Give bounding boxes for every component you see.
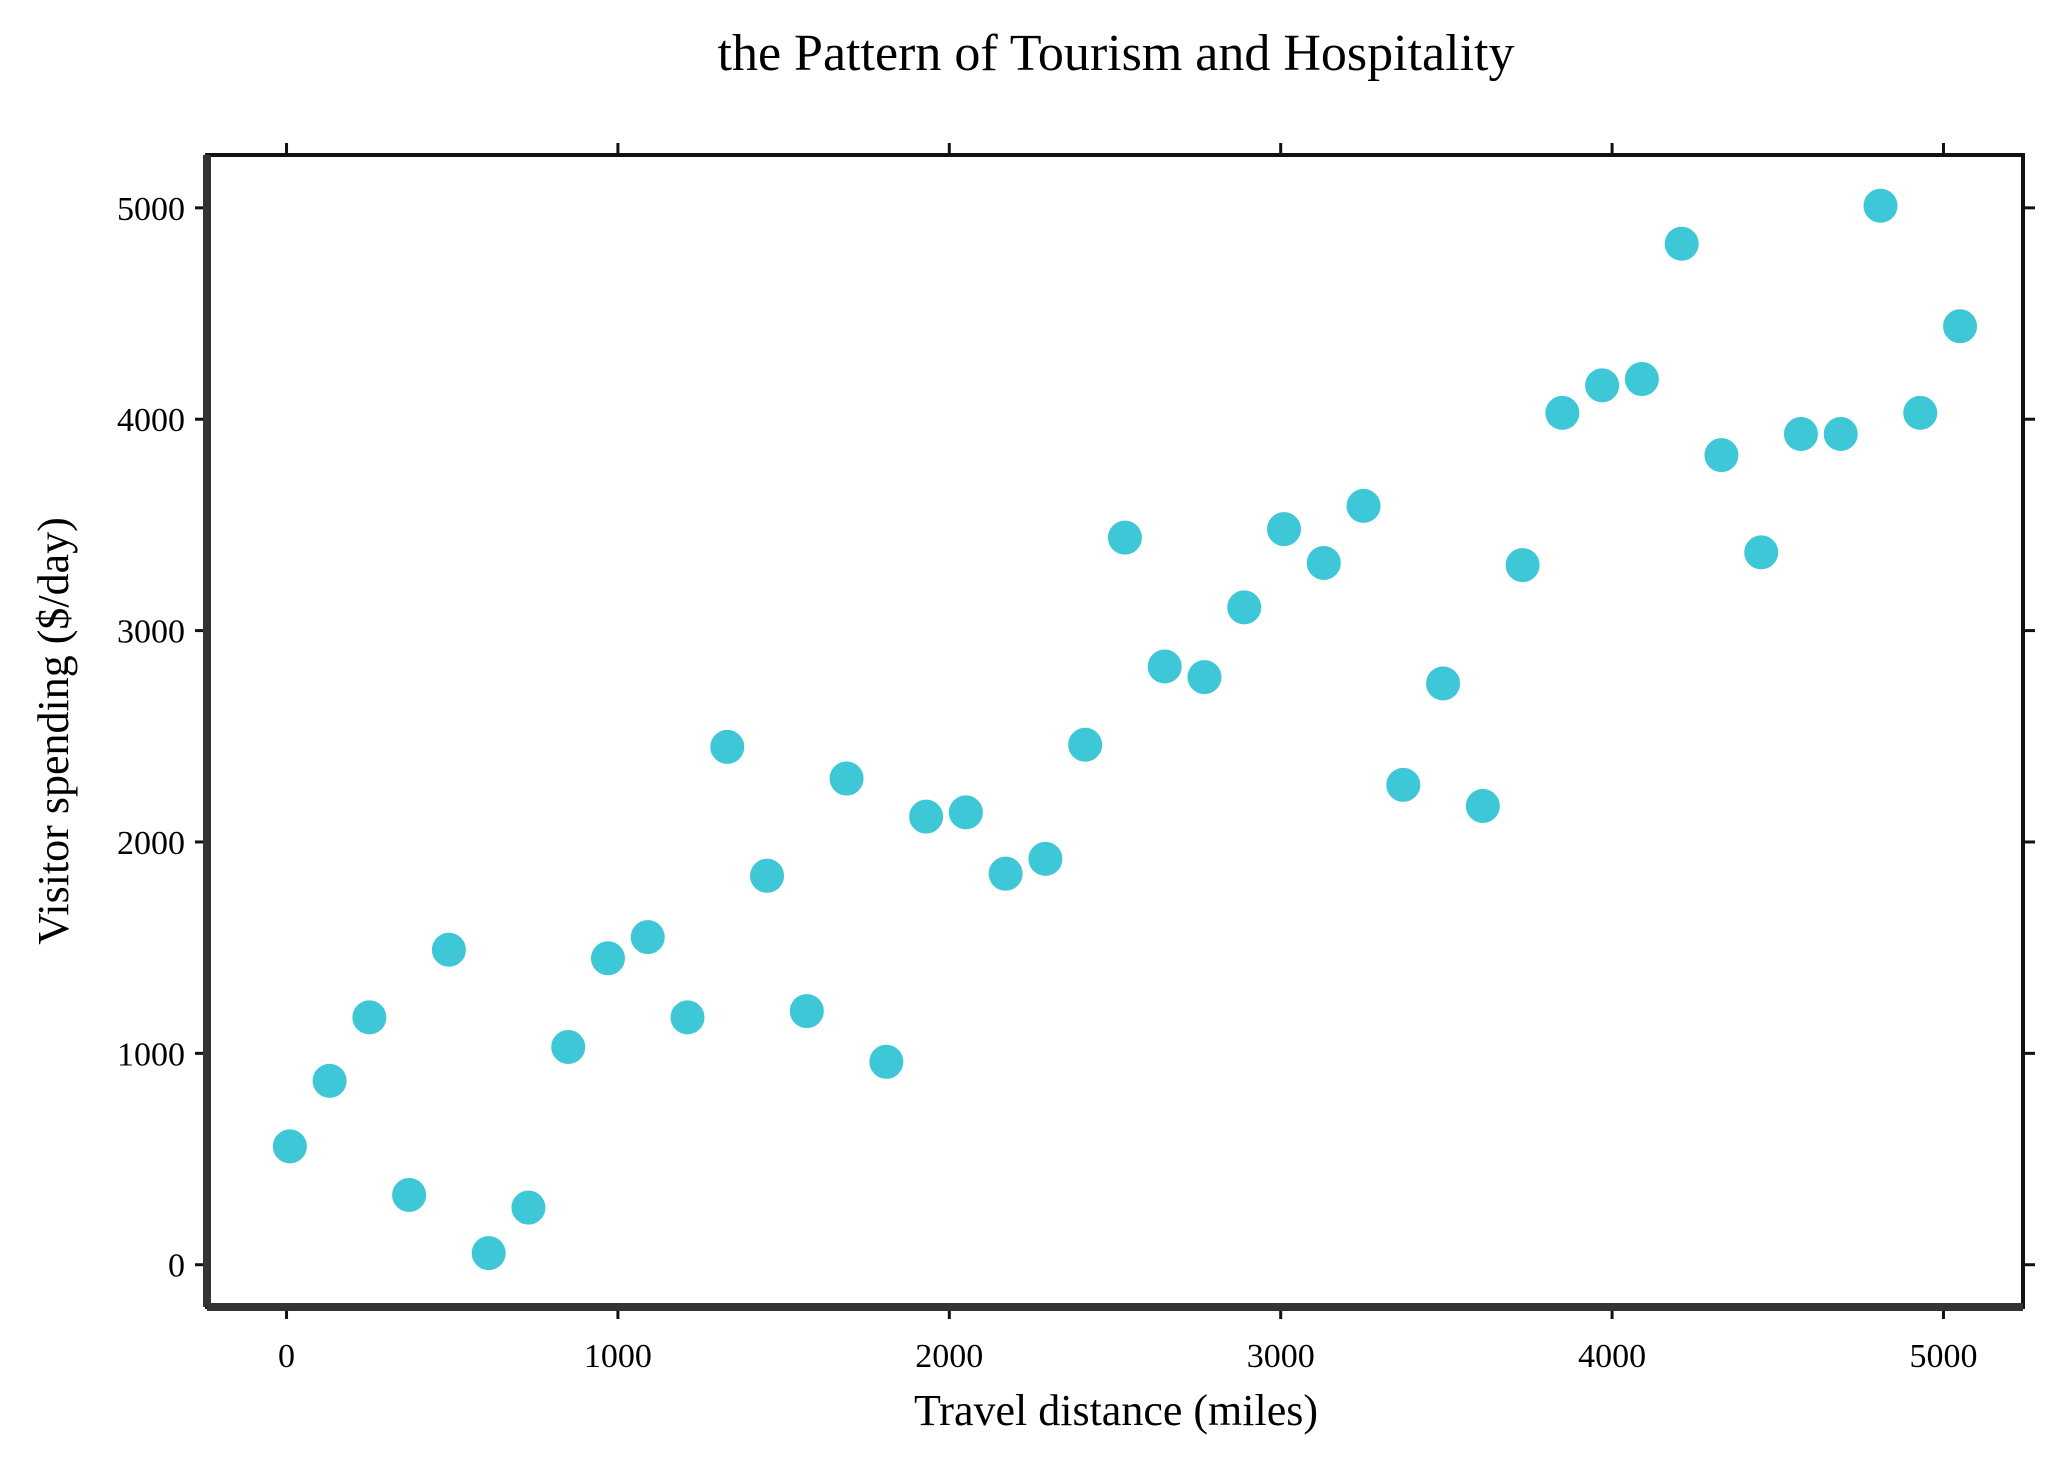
x-tick-label: 3000 (1247, 1338, 1315, 1375)
scatter-point (1943, 309, 1978, 344)
scatter-point (590, 941, 625, 976)
scatter-point (1306, 545, 1341, 580)
y-tick-label: 1000 (117, 1036, 185, 1073)
x-tick-label: 1000 (584, 1338, 652, 1375)
scatter-point (1704, 438, 1739, 473)
scatter-point (869, 1044, 904, 1079)
scatter-point (909, 799, 944, 834)
scatter-point (829, 761, 864, 796)
scatter-point (272, 1129, 307, 1164)
scatter-point (392, 1177, 427, 1212)
scatter-point (1227, 590, 1262, 625)
scatter-point (1505, 548, 1540, 583)
scatter-point (948, 795, 983, 830)
scatter-point (1068, 727, 1103, 762)
scatter-point (1465, 789, 1500, 824)
scatter-point (1783, 417, 1818, 452)
scatter-point (670, 1000, 705, 1035)
scatter-point (1346, 488, 1381, 523)
scatter-point (789, 994, 824, 1029)
y-tick-label: 4000 (117, 402, 185, 439)
y-tick-label: 5000 (117, 191, 185, 228)
scatter-point (750, 858, 785, 893)
scatter-point (1147, 649, 1182, 684)
x-tick-label: 5000 (1909, 1338, 1977, 1375)
scatter-point (1545, 395, 1580, 430)
scatter-point (1187, 660, 1222, 695)
x-tick-label: 2000 (915, 1338, 983, 1375)
chart-title: the Pattern of Tourism and Hospitality (718, 25, 1515, 82)
scatter-point (1585, 368, 1620, 403)
scatter-point (431, 932, 466, 967)
y-tick-label: 3000 (117, 614, 185, 651)
scatter-point (1028, 841, 1063, 876)
scatter-point (1386, 767, 1421, 802)
scatter-point (312, 1063, 347, 1098)
scatter-point (1664, 226, 1699, 261)
x-tick-label: 4000 (1578, 1338, 1646, 1375)
scatter-point (1744, 535, 1779, 570)
scatter-point (352, 1000, 387, 1035)
x-tick-label: 0 (278, 1338, 295, 1375)
points-layer (272, 188, 1978, 1271)
scatter-point (1426, 666, 1461, 701)
scatter-point (471, 1236, 506, 1271)
y-tick-label: 0 (168, 1248, 185, 1285)
scatter-point (511, 1190, 546, 1225)
scatter-point (551, 1030, 586, 1065)
scatter-point (710, 729, 745, 764)
plot-area (207, 155, 2023, 1307)
scatter-point (1107, 520, 1142, 555)
scatter-point (630, 920, 665, 955)
x-axis-label: Travel distance (miles) (914, 1386, 1318, 1435)
y-tick-label: 2000 (117, 825, 185, 862)
scatter-point (1903, 395, 1938, 430)
y-axis-label: Visitor spending ($/day) (29, 517, 78, 945)
scatter-point (1267, 512, 1302, 547)
scatter-point (1624, 362, 1659, 397)
scatter-point (1863, 188, 1898, 223)
scatter-point (1823, 417, 1858, 452)
scatter-point (988, 856, 1023, 891)
